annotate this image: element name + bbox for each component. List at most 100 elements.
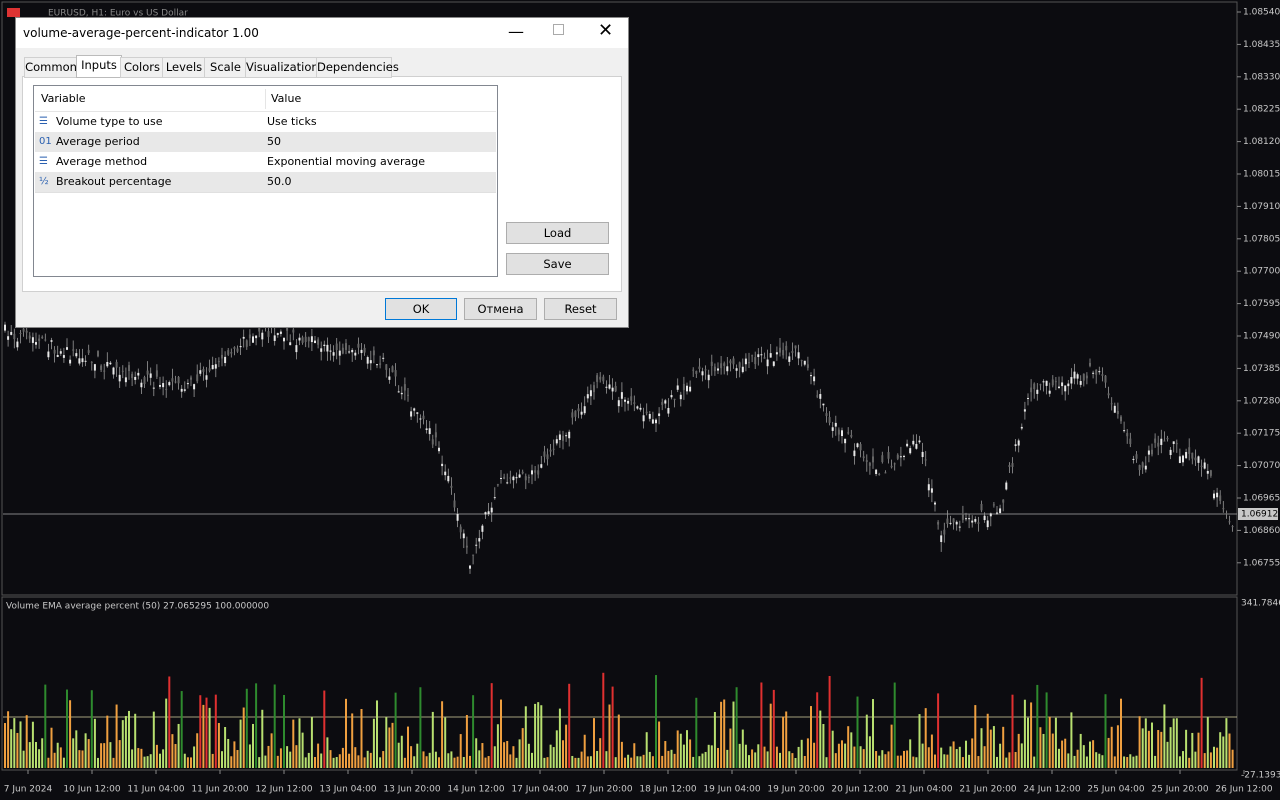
candle-body	[992, 504, 995, 506]
volume-bar	[614, 757, 617, 768]
volume-bar	[140, 748, 143, 768]
candle-body	[751, 355, 754, 357]
candle-body	[360, 349, 363, 354]
candle-body	[1135, 454, 1138, 459]
candle-body	[469, 565, 471, 569]
volume-bar	[372, 718, 375, 768]
volume-bar	[1154, 755, 1157, 768]
volume-bar	[128, 710, 130, 768]
candle-body	[453, 500, 456, 508]
volume-bar	[605, 751, 608, 768]
candle-body	[7, 336, 10, 340]
candle-body	[571, 412, 574, 418]
candle-body	[224, 356, 227, 364]
candle-body	[490, 507, 493, 513]
candle-body	[841, 430, 843, 437]
candle-body	[639, 407, 642, 410]
candle-body	[865, 460, 868, 462]
tab[interactable]: Visualization	[245, 57, 319, 78]
candle-body	[230, 351, 233, 354]
table-row[interactable]: ☰ Volume type to use Use ticks	[35, 112, 496, 133]
ok-button[interactable]: OK	[385, 298, 457, 320]
volume-bar	[214, 694, 217, 768]
candle-body	[385, 364, 388, 370]
candle-body	[562, 435, 564, 441]
candle-body	[782, 349, 785, 356]
volume-bar	[366, 750, 369, 768]
candle-body	[121, 370, 124, 372]
volume-bar	[270, 733, 273, 768]
candle-body	[1005, 482, 1008, 490]
volume-bar	[1107, 737, 1110, 768]
volume-bar	[620, 741, 623, 768]
candle-body	[698, 366, 701, 369]
volume-bar	[369, 752, 372, 768]
candle-body	[1008, 465, 1011, 467]
tab[interactable]: Common	[24, 57, 78, 78]
candle-body	[720, 363, 723, 369]
candle-body	[930, 488, 933, 493]
candle-body	[989, 513, 992, 517]
candle-body	[996, 512, 998, 514]
table-row[interactable]: 01 Average period 50	[35, 132, 496, 153]
candle-body	[329, 350, 332, 352]
volume-bar	[732, 701, 735, 768]
cancel-button[interactable]: Отмена	[464, 298, 537, 320]
candle-body	[965, 518, 967, 520]
time-label: 17 Jun 04:00	[511, 785, 568, 795]
minimize[interactable]: —	[508, 22, 524, 41]
tab[interactable]: Dependencies	[316, 57, 399, 78]
candle-body	[137, 372, 140, 376]
tab[interactable]: Colors	[120, 57, 164, 78]
tab[interactable]: Levels	[162, 57, 206, 78]
volume-bar	[543, 757, 546, 768]
candle-body	[1132, 458, 1135, 460]
candle-body	[248, 334, 251, 339]
volume-bar	[1231, 749, 1234, 768]
candle-body	[766, 359, 769, 367]
candle-body	[586, 394, 589, 399]
candle-body	[614, 385, 617, 392]
reset-button[interactable]: Reset	[544, 298, 617, 320]
candle-body	[301, 337, 304, 343]
volume-bar	[1172, 718, 1175, 768]
volume-bar	[1020, 743, 1023, 768]
load-button[interactable]: Load	[506, 222, 609, 244]
candle-body	[1141, 462, 1144, 468]
candle-body	[332, 352, 335, 356]
candle-body	[1058, 386, 1060, 389]
candle-body	[599, 376, 602, 380]
candle-body	[1185, 452, 1188, 459]
candle-body	[624, 399, 626, 402]
volume-bar	[565, 724, 568, 768]
candle-body	[1064, 385, 1067, 392]
candle-body	[1231, 526, 1234, 528]
table-row[interactable]: ½ Breakout percentage 50.0	[35, 172, 496, 193]
volume-bar	[1061, 740, 1064, 768]
candle-body	[884, 472, 887, 474]
maximize[interactable]	[553, 24, 564, 35]
candle-body	[748, 362, 750, 364]
candle-body	[81, 358, 84, 363]
time-label: 13 Jun 20:00	[383, 785, 440, 795]
candle-body	[1116, 410, 1119, 415]
volume-bar	[137, 748, 140, 768]
candle-body	[788, 356, 791, 362]
volume-bar	[896, 755, 899, 768]
candle-body	[760, 354, 763, 356]
tab[interactable]: Scale	[204, 57, 247, 78]
tab[interactable]: Inputs	[76, 55, 122, 78]
candle-body	[890, 465, 893, 468]
save-button[interactable]: Save	[506, 253, 609, 275]
candle-body	[617, 400, 620, 407]
volume-bar	[81, 750, 84, 768]
volume-bar	[692, 756, 695, 768]
candle-body	[447, 475, 450, 482]
candle-body	[915, 443, 918, 449]
table-row[interactable]: ☰ Average method Exponential moving averag…	[35, 152, 496, 173]
close[interactable]: ✕	[598, 20, 614, 41]
volume-bar	[292, 719, 295, 768]
volume-bar	[1023, 699, 1026, 768]
candle-body	[4, 324, 6, 331]
volume-bar	[397, 742, 400, 768]
